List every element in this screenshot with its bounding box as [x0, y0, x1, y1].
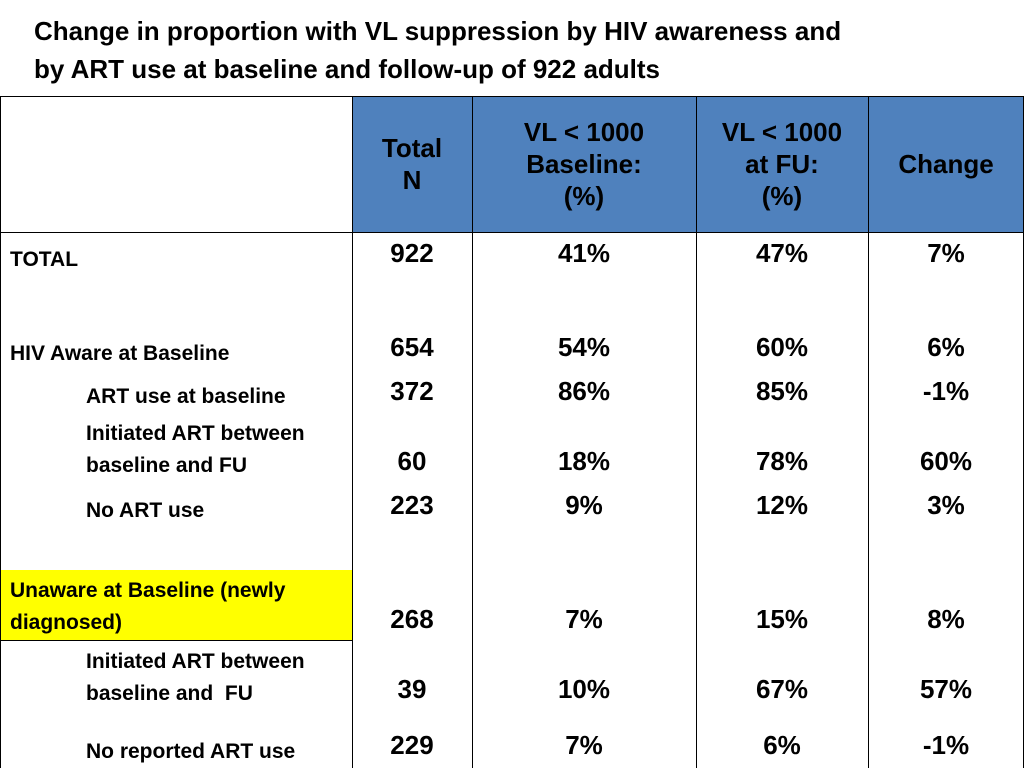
slide-title: Change in proportion with VL suppression…: [34, 12, 994, 88]
header-total-n-line-1: Total: [381, 133, 443, 163]
cell-change: 8%: [927, 604, 965, 634]
header-vl-baseline-line-3: (%): [563, 181, 605, 211]
header-vl-baseline-line-1: VL < 1000: [523, 117, 645, 147]
column-divider-1: [352, 96, 353, 768]
cell-total-n: 39: [397, 674, 427, 704]
row-label-text: Initiated ART between: [86, 650, 305, 673]
header-bottom-border: [0, 232, 1024, 233]
row-label-text: HIV Aware at Baseline: [10, 342, 230, 365]
row-label-text: Initiated ART between: [86, 422, 305, 445]
title-line-2: by ART use at baseline and follow-up of …: [34, 54, 661, 84]
cell-total-n: 60: [397, 446, 427, 476]
cell-vl-fu: 85%: [755, 376, 809, 406]
cell-total-n: 268: [390, 604, 434, 634]
cell-change: -1%: [922, 730, 970, 760]
cell-vl-fu: 6%: [763, 730, 801, 760]
header-vl-fu-line-1: VL < 1000: [721, 117, 843, 147]
cell-total-n: 223: [390, 490, 434, 520]
row-label-text: No ART use: [86, 499, 205, 522]
cell-vl-baseline: 54%: [557, 332, 611, 362]
row-label-no-art-use: No ART use: [86, 495, 204, 527]
cell-vl-fu: 60%: [755, 332, 809, 362]
header-change-line-1: Change: [898, 149, 994, 179]
column-divider-2: [472, 96, 473, 768]
results-table: Total N VL < 1000 Baseline: (%) VL < 100…: [0, 96, 1024, 768]
cell-vl-fu: 47%: [755, 238, 809, 268]
header-change: Change: [868, 96, 1024, 232]
row-label-text: TOTAL: [10, 248, 79, 271]
row-label-text: baseline and FU: [86, 454, 248, 477]
cell-vl-baseline: 18%: [557, 446, 611, 476]
cell-vl-baseline: 10%: [557, 674, 611, 704]
row-label-art-use-baseline: ART use at baseline: [86, 381, 286, 413]
cell-total-n: 372: [390, 376, 434, 406]
cell-vl-baseline: 41%: [557, 238, 611, 268]
table-left-border: [0, 96, 1, 768]
cell-vl-fu: 15%: [755, 604, 809, 634]
cell-vl-fu: 12%: [755, 490, 809, 520]
cell-total-n: 229: [390, 730, 434, 760]
header-vl-fu: VL < 1000 at FU: (%): [696, 96, 868, 232]
cell-change: 57%: [919, 674, 973, 704]
row-label-hiv-aware: HIV Aware at Baseline: [10, 338, 229, 370]
row-label-text: ART use at baseline: [86, 385, 286, 408]
cell-vl-fu: 78%: [755, 446, 809, 476]
header-total-n-line-2: N: [402, 165, 422, 195]
cell-vl-baseline: 7%: [565, 730, 603, 760]
row-label-initiated-art-unaware: Initiated ART between baseline and FU: [86, 646, 305, 710]
cell-vl-baseline: 86%: [557, 376, 611, 406]
cell-vl-baseline: 7%: [565, 604, 603, 634]
title-line-1: Change in proportion with VL suppression…: [34, 16, 842, 46]
row-label-text: No reported ART use: [86, 740, 296, 763]
unaware-row-bottom-border: [0, 640, 352, 641]
row-label-no-reported-art: No reported ART use: [86, 736, 295, 768]
cell-change: 6%: [927, 332, 965, 362]
row-label-unaware-baseline: Unaware at Baseline (newly diagnosed): [10, 575, 285, 639]
cell-change: 7%: [927, 238, 965, 268]
header-background: [352, 96, 1024, 232]
cell-change: 60%: [919, 446, 973, 476]
cell-change: 3%: [927, 490, 965, 520]
table-top-border: [0, 96, 1024, 97]
row-label-initiated-art-aware: Initiated ART between baseline and FU: [86, 418, 305, 482]
column-divider-4: [868, 96, 869, 768]
row-label-text: Unaware at Baseline (newly: [10, 579, 286, 602]
row-label-text: diagnosed): [10, 611, 123, 634]
cell-total-n: 654: [390, 332, 434, 362]
unaware-row-highlight: [0, 570, 352, 640]
header-vl-baseline: VL < 1000 Baseline: (%): [472, 96, 696, 232]
header-vl-baseline-line-2: Baseline:: [526, 149, 642, 179]
header-vl-fu-line-2: at FU:: [745, 149, 819, 179]
row-label-text: baseline and FU: [86, 682, 253, 705]
column-divider-3: [696, 96, 697, 768]
cell-change: -1%: [922, 376, 970, 406]
cell-vl-baseline: 9%: [565, 490, 603, 520]
cell-total-n: 922: [390, 238, 434, 268]
header-total-n: Total N: [352, 96, 472, 232]
row-label-total: TOTAL: [10, 244, 78, 276]
cell-vl-fu: 67%: [755, 674, 809, 704]
header-vl-fu-line-3: (%): [761, 181, 803, 211]
